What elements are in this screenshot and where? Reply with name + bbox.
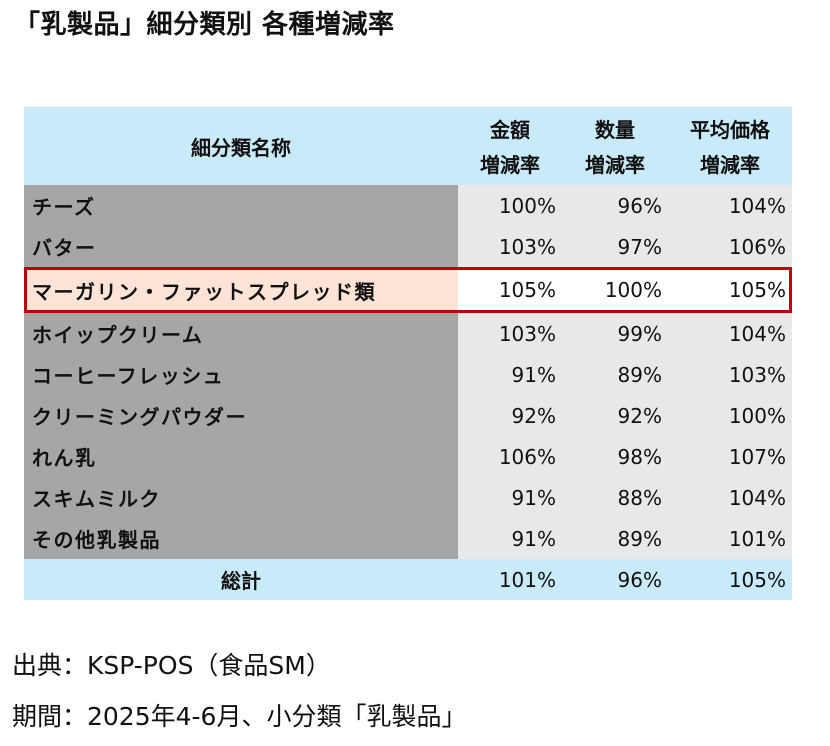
table-row: その他乳製品 91% 89% 101% — [24, 518, 792, 559]
table-row: コーヒーフレッシュ 91% 89% 103% — [24, 354, 792, 395]
header-name: 細分類名称 — [191, 135, 291, 160]
total-avg-price-rate: 105% — [728, 567, 786, 592]
row-name: ホイップクリーム — [24, 313, 458, 354]
header-quantity-line2: 増減率 — [585, 153, 645, 177]
avg-price-rate: 103% — [728, 362, 786, 387]
row-name: コーヒーフレッシュ — [24, 354, 458, 395]
amount-rate: 106% — [498, 444, 556, 469]
avg-price-rate: 106% — [728, 234, 786, 259]
header-avg-price-line2: 増減率 — [700, 153, 760, 177]
source-note: 出典：KSP-POS（食品SM） — [12, 651, 331, 680]
avg-price-rate: 104% — [728, 321, 786, 346]
total-amount-rate: 101% — [498, 567, 556, 592]
table-row: スキムミルク 91% 88% 104% — [24, 477, 792, 518]
quantity-rate: 92% — [617, 403, 662, 428]
avg-price-rate: 104% — [728, 193, 786, 218]
amount-rate: 103% — [498, 321, 556, 346]
avg-price-rate: 104% — [728, 485, 786, 510]
header-avg-price: 平均価格 増減率 — [668, 107, 792, 185]
row-name: チーズ — [24, 185, 458, 226]
amount-rate: 103% — [498, 234, 556, 259]
period-note: 期間：2025年4-6月、小分類「乳製品」 — [12, 702, 467, 731]
row-name: スキムミルク — [24, 477, 458, 518]
table-row: ホイップクリーム 103% 99% 104% — [24, 313, 792, 354]
amount-rate: 91% — [511, 526, 556, 551]
table-row: クリーミングパウダー 92% 92% 100% — [24, 395, 792, 436]
highlight-border — [24, 267, 792, 313]
header-quantity: 数量 増減率 — [562, 107, 668, 185]
header-quantity-line1: 数量 — [595, 118, 635, 142]
quantity-rate: 96% — [617, 193, 662, 218]
quantity-rate: 89% — [617, 362, 662, 387]
row-name: バター — [24, 226, 458, 267]
total-row: 総計 101% 96% 105% — [24, 559, 792, 600]
row-name: その他乳製品 — [24, 518, 458, 559]
row-name: クリーミングパウダー — [24, 395, 458, 436]
table-header: 細分類名称 金額 増減率 数量 増減率 平均価格 増減率 — [24, 107, 792, 185]
avg-price-rate: 100% — [728, 403, 786, 428]
table-row: バター 103% 97% 106% — [24, 226, 792, 267]
header-avg-price-line1: 平均価格 — [690, 118, 770, 142]
page-title: 「乳製品」細分類別 各種増減率 — [14, 10, 395, 40]
quantity-rate: 98% — [617, 444, 662, 469]
row-name: れん乳 — [24, 436, 458, 477]
quantity-rate: 97% — [617, 234, 662, 259]
table-row: れん乳 106% 98% 107% — [24, 436, 792, 477]
amount-rate: 91% — [511, 362, 556, 387]
amount-rate: 105% — [498, 278, 556, 302]
quantity-rate: 88% — [617, 485, 662, 510]
header-amount-line2: 増減率 — [480, 153, 540, 177]
row-name: マーガリン・ファットスプレッド類 — [24, 267, 458, 313]
table-row-highlighted: マーガリン・ファットスプレッド類 105% 100% 105% — [24, 267, 792, 313]
quantity-rate: 89% — [617, 526, 662, 551]
avg-price-rate: 107% — [728, 444, 786, 469]
table-row: チーズ 100% 96% 104% — [24, 185, 792, 226]
quantity-rate: 99% — [617, 321, 662, 346]
growth-rate-table: 細分類名称 金額 増減率 数量 増減率 平均価格 増減率 チーズ 100% 96… — [24, 107, 792, 600]
avg-price-rate: 105% — [728, 278, 786, 302]
amount-rate: 92% — [511, 403, 556, 428]
avg-price-rate: 101% — [728, 526, 786, 551]
header-amount: 金額 増減率 — [458, 107, 562, 185]
total-quantity-rate: 96% — [617, 567, 662, 592]
total-label: 総計 — [221, 569, 261, 593]
header-amount-line1: 金額 — [490, 118, 530, 142]
amount-rate: 100% — [498, 193, 556, 218]
quantity-rate: 100% — [604, 278, 662, 302]
amount-rate: 91% — [511, 485, 556, 510]
